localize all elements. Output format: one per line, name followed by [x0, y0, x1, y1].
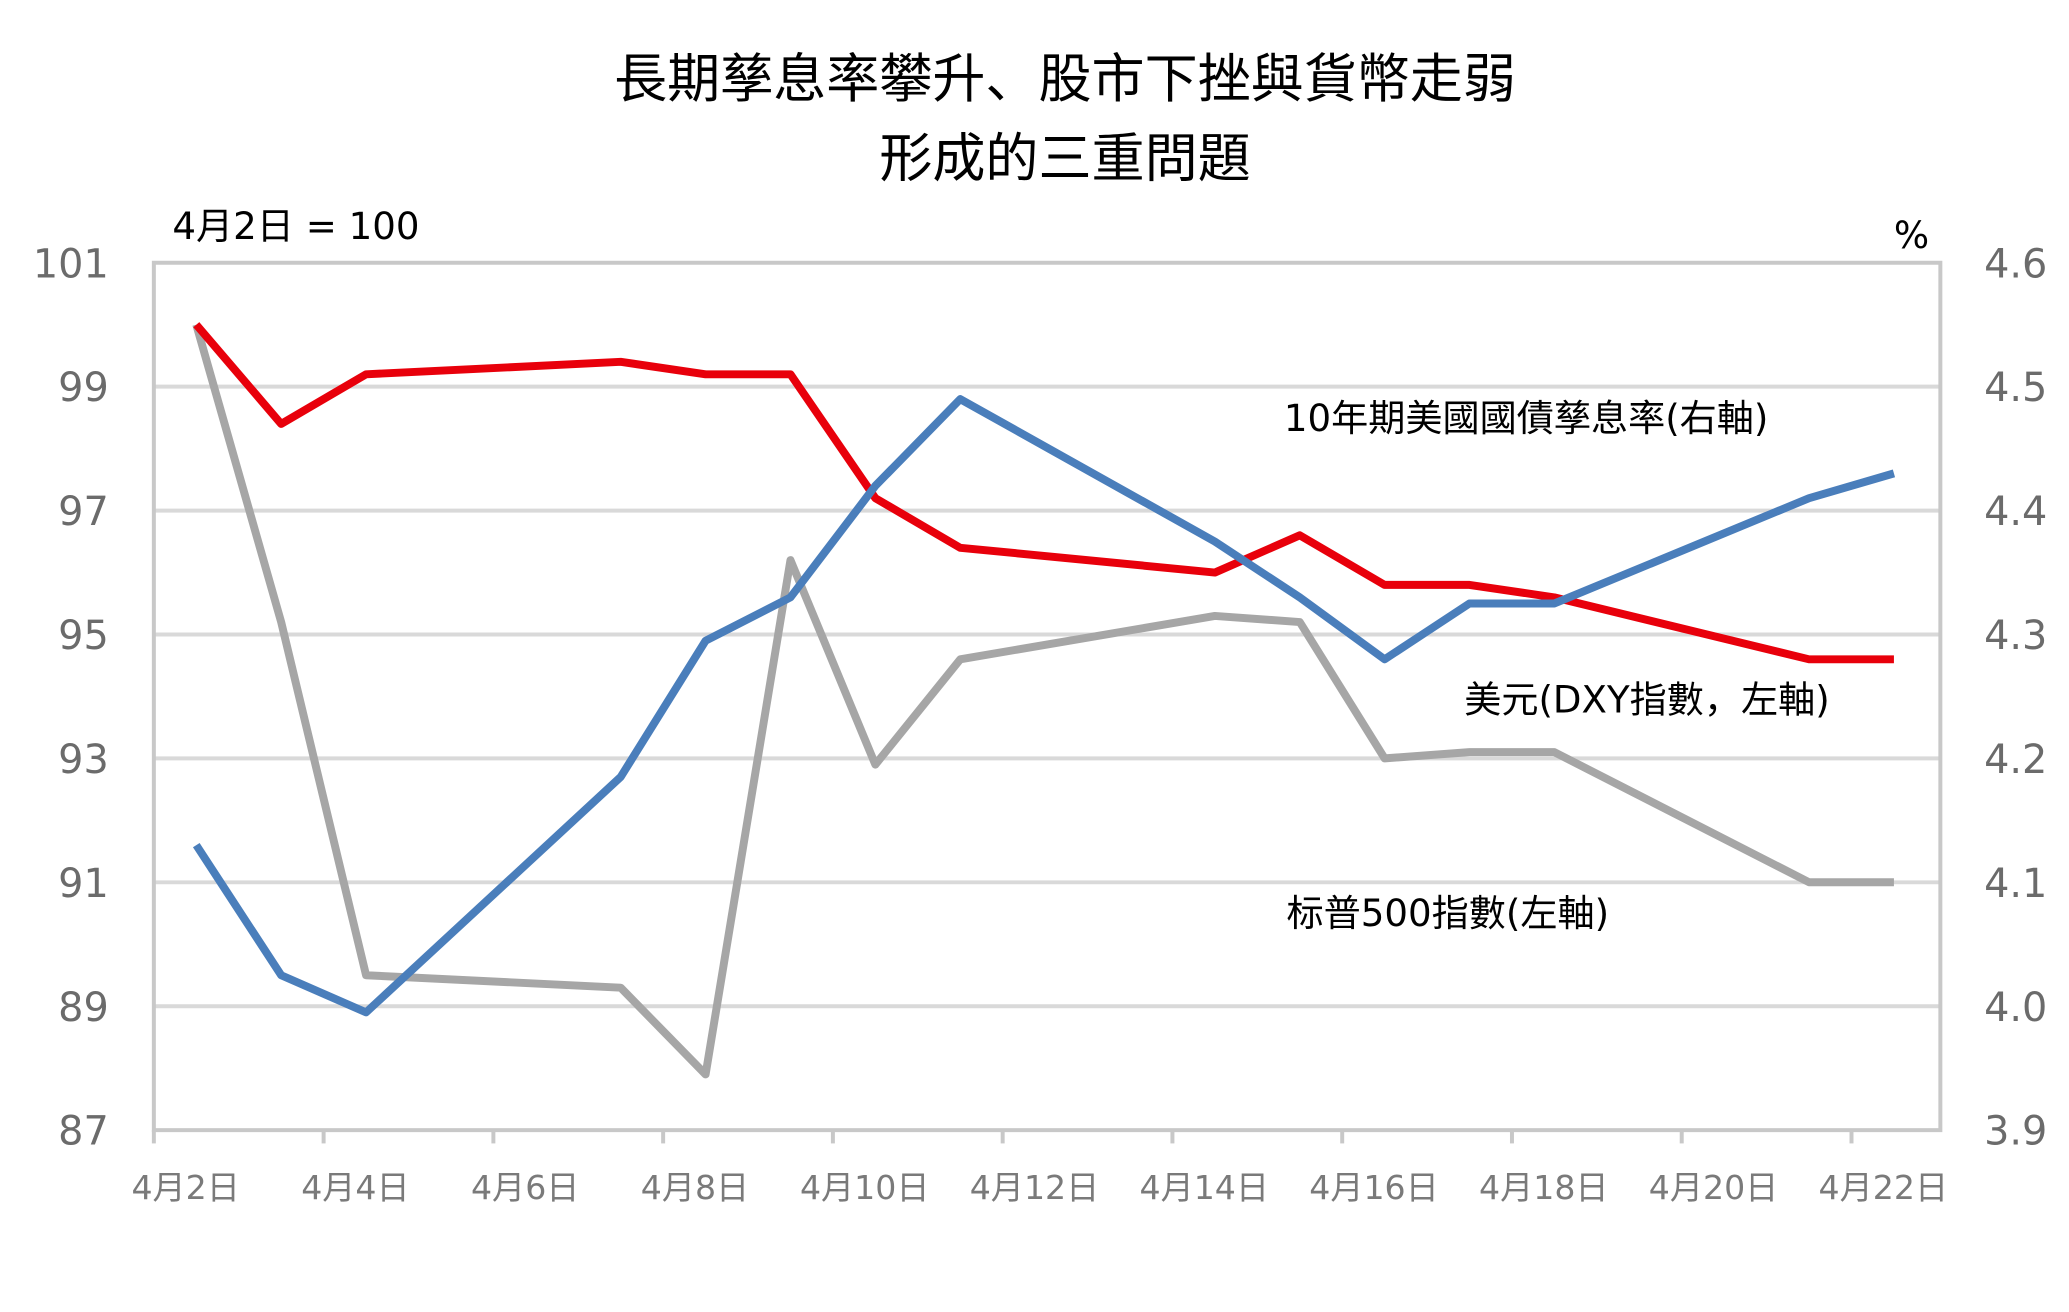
right-tick-label: 4.5: [1984, 365, 2047, 411]
legend-label-dxy: 美元(DXY指數，左軸): [1464, 678, 1830, 721]
right-tick-label: 4.0: [1984, 985, 2047, 1031]
x-tick-label: 4月8日: [641, 1168, 749, 1207]
right-tick-label: 4.6: [1984, 241, 2047, 287]
right-tick-label: 4.1: [1984, 861, 2047, 907]
plot-frame: [151, 260, 1943, 1133]
series-line-sp500: [192, 323, 1894, 1079]
right-tick-label: 4.4: [1984, 489, 2047, 535]
x-tick-label: 4月10日: [800, 1168, 930, 1207]
x-tick-label: 4月18日: [1479, 1168, 1609, 1207]
x-tick-label: 4月16日: [1309, 1168, 1439, 1207]
chart-title-line2: 形成的三重問題: [879, 128, 1250, 190]
chart-title-line1: 長期孳息率攀升、股市下挫與貨幣走弱: [614, 48, 1516, 110]
left-tick-label: 89: [58, 985, 109, 1031]
x-tick-label: 4月4日: [301, 1168, 409, 1207]
left-tick-label: 93: [58, 737, 109, 783]
series-line-yield: [193, 322, 1894, 664]
x-tick-label: 4月22日: [1819, 1168, 1949, 1207]
series-line-dxy: [192, 395, 1896, 1017]
right-tick-label: 3.9: [1984, 1109, 2047, 1155]
right-axis-label: %: [1894, 214, 1929, 257]
left-tick-label: 91: [58, 861, 109, 907]
left-tick-label: 101: [33, 241, 109, 287]
left-tick-label: 87: [58, 1109, 109, 1155]
left-tick-label: 99: [58, 365, 109, 411]
x-tick-label: 4月2日: [131, 1168, 239, 1207]
x-tick-label: 4月20日: [1649, 1168, 1779, 1207]
left-tick-label: 97: [58, 489, 109, 535]
left-axis-label: 4月2日 = 100: [172, 205, 419, 248]
x-tick-label: 4月6日: [471, 1168, 579, 1207]
x-tick-label: 4月12日: [970, 1168, 1100, 1207]
legend-label-sp500: 标普500指數(左軸): [1286, 892, 1609, 935]
right-tick-label: 4.2: [1984, 737, 2047, 783]
x-tick-label: 4月14日: [1139, 1168, 1269, 1207]
left-tick-label: 95: [58, 613, 109, 659]
legend-label-yield: 10年期美國國債孳息率(右軸): [1284, 397, 1769, 440]
right-tick-label: 4.3: [1984, 613, 2047, 659]
